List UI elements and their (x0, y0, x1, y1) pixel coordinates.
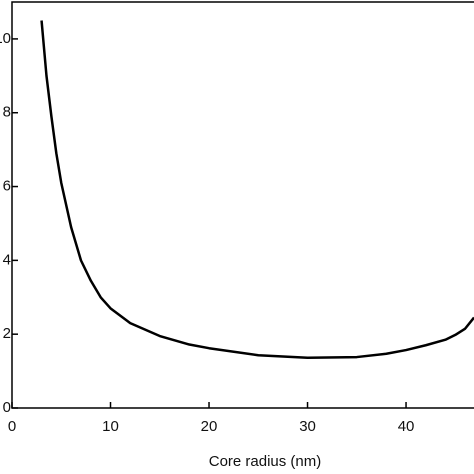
x-axis-label: Core radius (nm) (209, 453, 322, 470)
plot-frame (11, 1, 474, 409)
x-tick-label: 0 (8, 418, 16, 435)
y-tick-label: 6 (3, 178, 11, 195)
x-tick-label: 30 (299, 418, 316, 435)
x-tick-label: 10 (102, 418, 119, 435)
y-tick-label: 8 (3, 104, 11, 121)
x-tick-label: 40 (398, 418, 415, 435)
y-tick-label: 4 (3, 251, 11, 268)
y-tick-label: 2 (3, 325, 11, 342)
y-tick-label: 0 (3, 399, 11, 416)
line-series (40, 20, 474, 360)
y-tick-label: 10 (0, 30, 11, 47)
x-tick-label: 20 (201, 418, 218, 435)
